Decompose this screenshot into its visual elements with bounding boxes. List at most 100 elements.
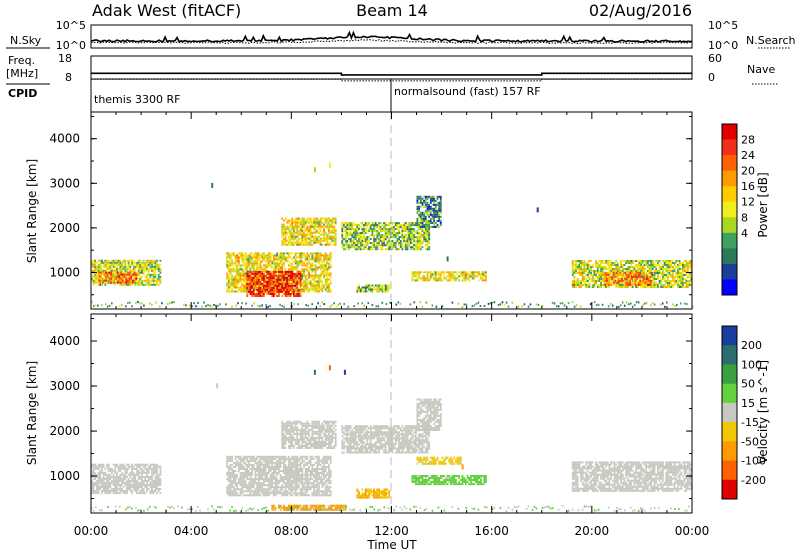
vel-cell [91,479,93,482]
power-ground-point [471,305,474,308]
vel-cell [99,479,102,482]
power-cell [321,266,324,269]
power-ground-point [111,302,113,305]
power-cell [682,284,684,286]
power-cell [401,224,404,227]
power-cell [419,217,422,220]
power-cell [329,258,332,261]
power-cell [283,276,285,279]
power-cell [601,280,604,282]
power-cell [573,270,576,272]
power-cell [441,279,444,282]
vel-cell [157,465,160,468]
power-cell [289,223,292,226]
power-cell [111,269,113,272]
vel-cell [136,492,138,495]
power-cell [677,284,679,286]
power-cell [303,219,305,222]
power-cell [646,277,648,280]
power-cell [650,286,653,288]
power-cell [244,266,247,269]
power-cell [334,243,337,246]
power-cell [471,271,474,274]
vel-cell [229,459,232,462]
power-cell [578,274,581,276]
power-cell [580,268,582,270]
power-cell [373,286,375,289]
power-cell [278,268,280,271]
power-cell [404,224,407,227]
power-cell [91,261,93,264]
power-cell [376,246,379,249]
power-cell [268,274,270,277]
power-cell [137,265,140,268]
power-cell [306,282,309,285]
power-cell [288,239,290,242]
power-cell [239,256,242,259]
power-cell [107,265,110,268]
power-cell [612,273,615,276]
power-cell [293,219,295,222]
power-cell [128,279,131,282]
power-cell [401,234,404,237]
power-cell [323,272,325,275]
power-cell [638,270,641,272]
vel-cell [236,492,238,495]
power-cell [316,268,319,271]
power-cell [319,217,322,220]
power-cell [139,261,142,264]
vel-cell [152,463,155,466]
power-cell [408,222,410,225]
power-cell [318,282,320,285]
vel-cell [97,488,100,490]
power-cell [678,280,681,282]
power-cell [658,286,661,288]
power-cell [98,281,101,284]
power-cell [231,276,233,279]
power-cell [304,229,307,232]
power-cell [249,256,252,259]
power-cell [258,254,260,257]
vel-cell [234,470,237,472]
power-cell [408,238,410,241]
power-cell [334,231,337,234]
vel-cell [111,471,113,474]
power-cell [289,293,292,295]
power-cell [283,254,285,257]
power-cell [408,232,410,235]
vel-cell [111,467,113,470]
power-cell [313,288,315,291]
power-cell [386,232,389,235]
power-cell [583,260,586,262]
power-cell [418,207,420,210]
power-cell [606,262,609,264]
power-cell [259,256,262,259]
vel-cell [116,465,118,468]
power-cell [433,221,435,224]
power-ground-point [323,303,325,306]
power-cell [298,262,300,265]
power-cell [433,209,435,212]
power-cell [593,284,596,286]
power-ground-point [159,305,161,308]
power-cell [384,230,387,233]
power-cell [237,264,240,267]
power-cell [256,264,259,267]
power-cell [404,234,407,237]
power-cell [281,239,284,242]
power-cell [346,234,349,237]
power-cell [373,224,375,227]
power-cell [667,274,669,276]
power-cell [264,260,267,263]
power-cell [620,264,622,266]
power-cell [271,280,274,283]
power-cell [133,277,136,280]
vel-cell [139,481,142,484]
vel-cell [91,475,93,478]
power-cell [108,273,111,276]
power-cell [151,261,153,264]
power-cell [266,284,269,287]
power-cell [237,288,240,291]
power-cell [237,274,240,277]
power-cbar-tick: 20 [741,165,755,178]
